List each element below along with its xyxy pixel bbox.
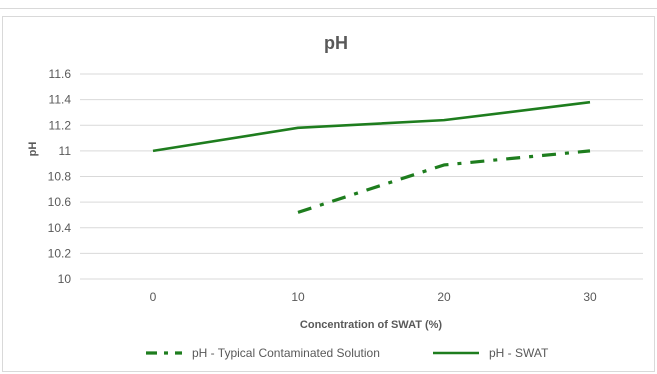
top-divider [0, 8, 657, 9]
legend: pH - Typical Contaminated Solution pH - S… [146, 346, 549, 360]
y-tick-label: 11 [59, 144, 72, 158]
series-line-2 [152, 100, 591, 153]
y-tick-label: 10.2 [48, 246, 72, 260]
legend-label-2: pH - SWAT [489, 346, 549, 360]
chart-title: pH [324, 33, 348, 53]
x-axis-title: Concentration of SWAT (%) [300, 319, 443, 331]
y-tick-label: 10.8 [48, 170, 72, 184]
legend-label-1: pH - Typical Contaminated Solution [192, 346, 380, 360]
x-axis-ticks: 0 10 20 30 [150, 290, 597, 304]
x-tick-label: 10 [291, 290, 305, 304]
x-tick-label: 30 [583, 290, 597, 304]
y-axis-title: pH [27, 142, 39, 157]
chart-frame [2, 16, 655, 372]
y-tick-label: 10 [58, 272, 72, 286]
y-tick-label: 10.4 [48, 221, 72, 235]
y-tick-label: 11.2 [49, 118, 72, 132]
series-line-1 [297, 149, 591, 214]
y-tick-label: 10.6 [48, 195, 72, 209]
x-tick-label: 0 [150, 290, 157, 304]
series-layer [152, 100, 591, 214]
x-tick-label: 20 [437, 290, 451, 304]
y-axis-ticks: 10 10.2 10.4 10.6 10.8 11 11.2 11.4 11.6 [48, 67, 72, 286]
y-tick-label: 11.4 [49, 93, 72, 107]
y-tick-label: 11.6 [49, 67, 72, 81]
